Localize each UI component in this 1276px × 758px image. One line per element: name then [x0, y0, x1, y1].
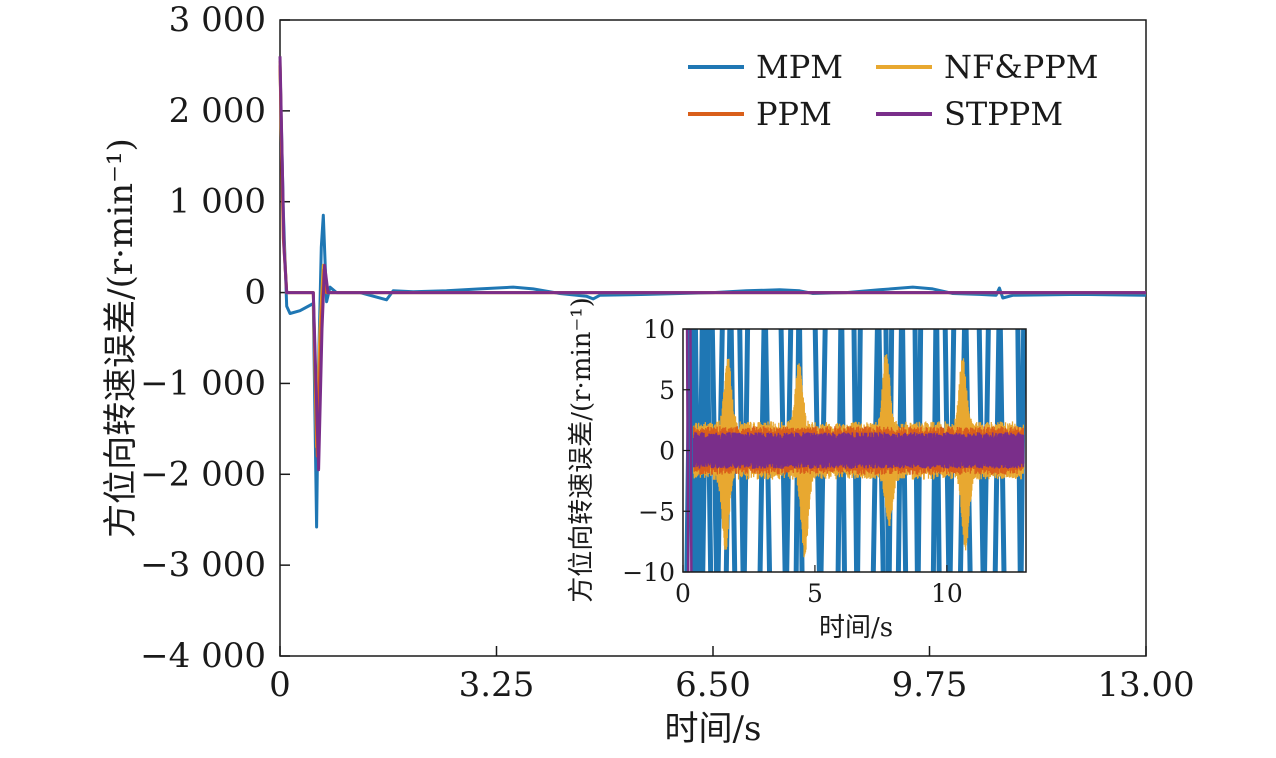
inset-y-tick-label: 10 — [643, 315, 675, 344]
legend-label: STPPM — [944, 95, 1063, 133]
main-y-tick-label: 0 — [244, 273, 266, 313]
main-y-tick-label: −4 000 — [140, 636, 266, 676]
main-y-tick-label: −1 000 — [140, 363, 266, 403]
main-x-tick-label: 3.25 — [459, 665, 535, 705]
inset-y-tick-label: −5 — [638, 497, 675, 526]
inset-y-tick-label: −10 — [622, 558, 675, 587]
inset-y-tick-label: 5 — [659, 376, 675, 405]
inset-x-tick-label: 10 — [931, 579, 963, 608]
main-y-tick-label: −2 000 — [140, 454, 266, 494]
main-x-tick-label: 0 — [269, 665, 291, 705]
inset-plot: 0 5 10 10 5 0 −5 −10 时间/s 方位向转速误差/(r·min⁻¹) — [567, 297, 1027, 643]
main-y-tick-label: 3 000 — [169, 0, 266, 40]
main-x-axis-label: 时间/s — [665, 709, 762, 749]
inset-x-tick-label: 0 — [675, 579, 691, 608]
legend-label: MPM — [756, 48, 843, 86]
main-y-tick-label: 2 000 — [169, 91, 266, 131]
main-axis-ticks: 0 3.25 6.50 9.75 13.00 3 000 2 000 1 000 0 −1 000… — [140, 0, 1195, 705]
main-series-lines — [278, 56, 1147, 529]
main-x-tick-label: 6.50 — [675, 665, 751, 705]
main-legend: MPM NF&PPM PPM STPPM — [688, 48, 1099, 133]
main-x-tick-label: 9.75 — [892, 665, 968, 705]
main-x-tick-label: 13.00 — [1097, 665, 1194, 705]
main-series-stppm — [278, 56, 1146, 472]
inset-series-lines — [684, 329, 1026, 572]
legend-label: PPM — [756, 95, 832, 133]
main-plot: 0 3.25 6.50 9.75 13.00 3 000 2 000 1 000 0 −1 000… — [101, 0, 1195, 749]
main-y-axis-label: 方位向转速误差/(r·min⁻¹) — [101, 138, 141, 538]
main-y-tick-label: −3 000 — [140, 545, 266, 585]
inset-x-tick-label: 5 — [807, 579, 823, 608]
inset-y-axis-label: 方位向转速误差/(r·min⁻¹) — [567, 297, 597, 603]
inset-series-stppm — [692, 432, 1025, 469]
inset-y-tick-label: 0 — [659, 437, 675, 466]
inset-axis-ticks: 0 5 10 10 5 0 −5 −10 — [622, 315, 963, 608]
main-y-tick-label: 1 000 — [169, 182, 266, 222]
inset-x-axis-label: 时间/s — [819, 613, 893, 643]
legend-label: NF&PPM — [944, 48, 1099, 86]
